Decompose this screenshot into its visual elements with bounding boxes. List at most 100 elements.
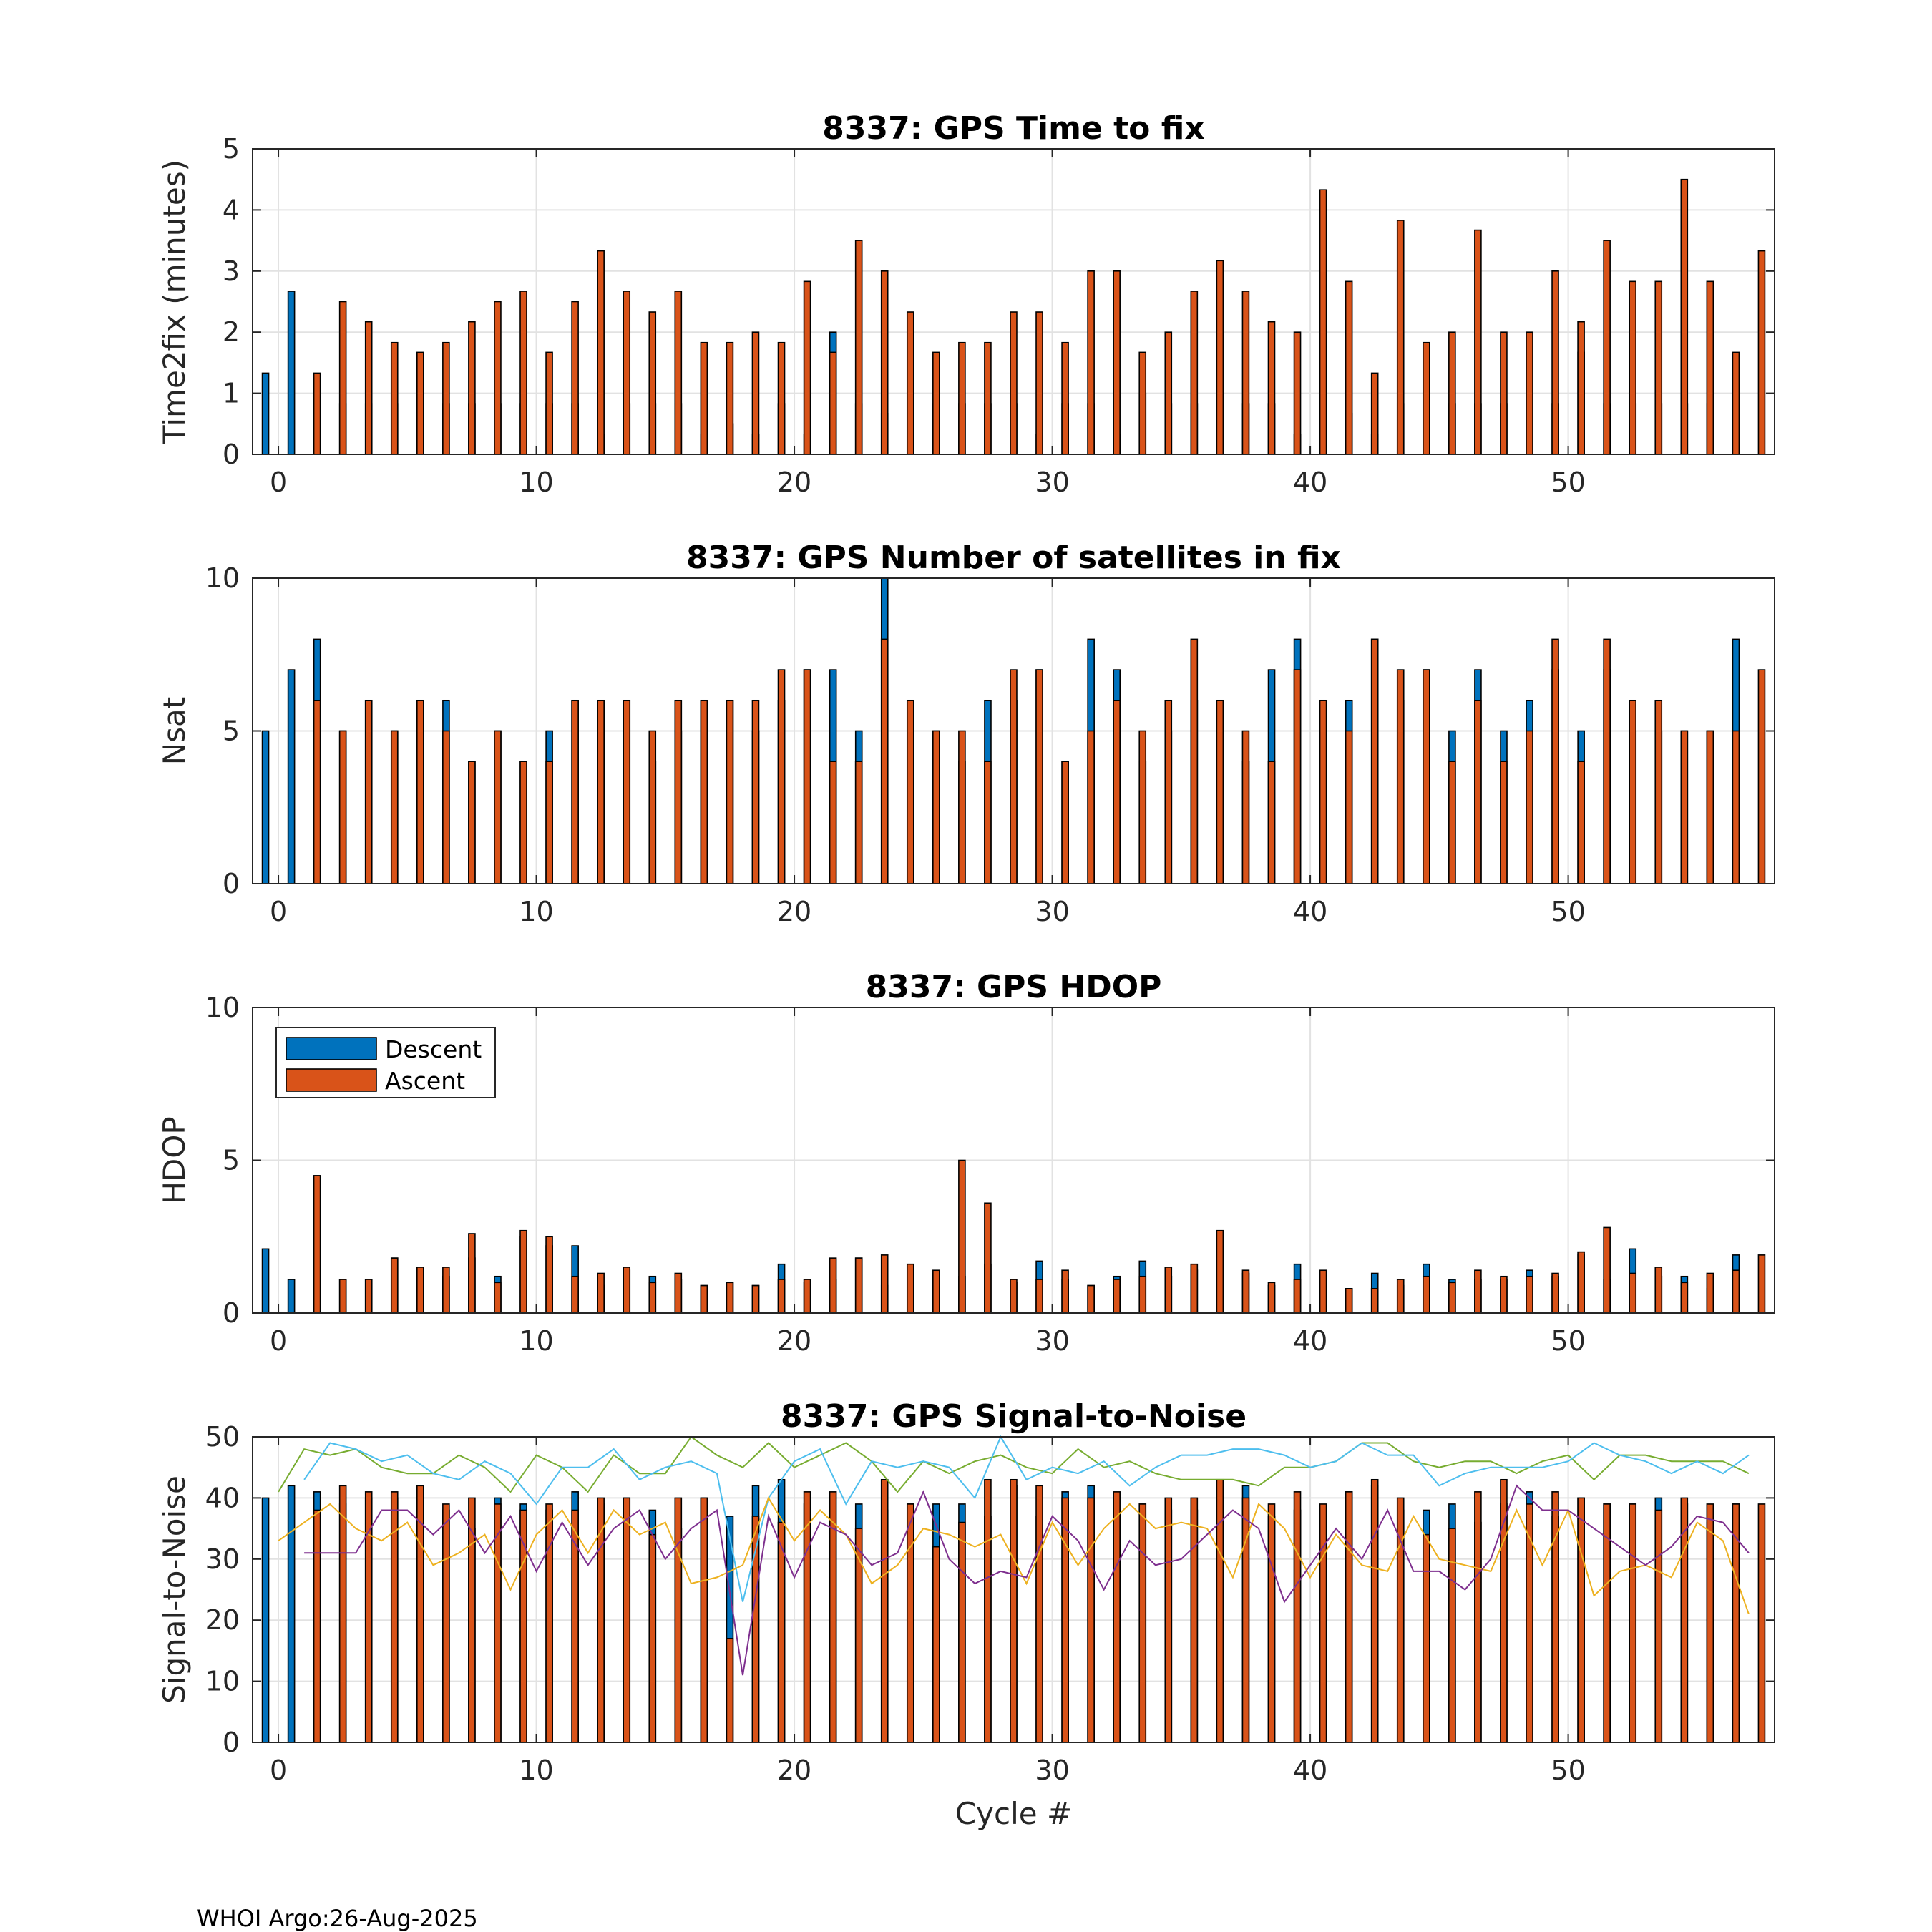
ascent-bar: [1138, 351, 1147, 455]
y-tick-label: 4: [223, 194, 240, 225]
ascent-bar: [958, 1159, 966, 1314]
ascent-bar: [1474, 699, 1482, 884]
ascent-bar: [648, 730, 657, 884]
x-tick-label: 10: [519, 1755, 553, 1786]
ascent-bar: [1035, 1279, 1043, 1314]
ascent-bar: [623, 699, 631, 884]
ascent-bar: [313, 699, 321, 884]
ascent-bar: [1216, 260, 1224, 455]
ascent-bar: [1293, 1491, 1302, 1743]
ascent-bar: [726, 1282, 734, 1314]
ascent-bar: [1190, 1263, 1199, 1314]
ascent-bar: [494, 1282, 502, 1314]
ascent-bar: [597, 699, 605, 884]
ascent-bar: [674, 291, 683, 455]
ascent-bar: [1396, 1279, 1405, 1314]
ascent-bar: [1087, 730, 1095, 884]
ascent-bar: [1010, 311, 1018, 455]
x-tick-label: 50: [1551, 1325, 1585, 1357]
ascent-bar: [1551, 1491, 1559, 1743]
ascent-bar: [494, 301, 502, 455]
ascent-bar: [984, 1478, 992, 1743]
ascent-bar: [1087, 270, 1095, 455]
chart-panel-2: 0 10 20 30 40 50 0 5 10 8337: GPS Number of satel…: [157, 540, 1775, 927]
ascent-bar: [1241, 1269, 1250, 1314]
x-tick-label: 0: [270, 1755, 287, 1786]
descent-bar: [261, 1497, 270, 1743]
ascent-bar: [1654, 1509, 1663, 1743]
y-tick-label: 5: [223, 1145, 240, 1176]
ascent-bar: [390, 341, 399, 455]
ascent-bar: [803, 1491, 811, 1743]
ascent-bar: [1474, 1491, 1482, 1743]
ascent-bar: [648, 311, 657, 455]
ascent-bar: [1448, 761, 1456, 884]
ascent-bar: [1216, 1229, 1224, 1314]
ascent-bar: [1551, 1272, 1559, 1314]
x-axis-label: Cycle #: [955, 1796, 1072, 1831]
axes-box: [252, 148, 1775, 455]
y-tick-label: 1: [223, 378, 240, 409]
ascent-bar: [803, 280, 811, 455]
ascent-bar: [751, 699, 760, 884]
ascent-bar: [1319, 1269, 1327, 1314]
ascent-bar: [777, 1279, 786, 1314]
ascent-bar: [519, 291, 527, 455]
ascent-bar: [623, 1497, 631, 1743]
ascent-bar: [984, 1202, 992, 1314]
x-tick-label: 40: [1293, 1755, 1327, 1786]
ascent-bar: [597, 250, 605, 455]
ascent-bar: [1010, 1478, 1018, 1743]
ascent-bar: [1113, 699, 1121, 884]
ascent-bar: [1448, 1282, 1456, 1314]
ascent-bar: [777, 1521, 786, 1743]
chart-panel-3: 0 10 20 30 40 50 0 5 10 8337: GPS HDOP HDOP Descent…: [157, 969, 1775, 1357]
ascent-bar: [1680, 1282, 1689, 1314]
ascent-bar: [854, 1257, 863, 1314]
ascent-bar: [468, 321, 476, 455]
ascent-bar: [1113, 1279, 1121, 1314]
ascent-bar: [494, 1503, 502, 1743]
ascent-bar: [1603, 1226, 1611, 1314]
ascent-bar: [338, 1485, 347, 1743]
ascent-bar: [468, 1233, 476, 1314]
ascent-bar: [1448, 1528, 1456, 1743]
ascent-bar: [468, 761, 476, 884]
ascent-bar: [1706, 1503, 1714, 1743]
ascent-bar: [338, 301, 347, 455]
y-tick-label: 0: [223, 1297, 240, 1329]
ascent-bar: [1345, 1491, 1353, 1743]
x-tick-label: 40: [1293, 467, 1327, 498]
ascent-bar: [854, 1528, 863, 1743]
ascent-bar: [829, 1257, 837, 1314]
ascent-bar: [803, 1279, 811, 1314]
ascent-bar: [1293, 331, 1302, 455]
legend-ascent-label: Ascent: [385, 1067, 465, 1095]
x-tick-label: 50: [1551, 467, 1585, 498]
ascent-bar: [1267, 321, 1276, 455]
ascent-bar: [442, 1503, 450, 1743]
ascent-bar: [1061, 341, 1069, 455]
ascent-bar: [1138, 1275, 1147, 1314]
ascent-bar: [1319, 1503, 1327, 1743]
ascent-bar: [648, 1533, 657, 1743]
ascent-bar: [1164, 1497, 1173, 1743]
chart-title: 8337: GPS Number of satellites in fix: [686, 540, 1341, 576]
ascent-bar: [1370, 372, 1379, 455]
y-tick-label: 10: [205, 992, 240, 1023]
y-tick-label: 10: [205, 1666, 240, 1697]
descent-bar: [287, 1485, 296, 1743]
descent-bar: [287, 1279, 296, 1314]
ascent-bar: [1474, 229, 1482, 455]
ascent-bar: [726, 1638, 734, 1743]
ascent-bar: [1216, 699, 1224, 884]
ascent-bar: [1164, 1267, 1173, 1314]
ascent-bar: [829, 351, 837, 455]
x-tick-label: 50: [1551, 1755, 1585, 1786]
ascent-bar: [880, 638, 889, 884]
x-tick-label: 10: [519, 467, 553, 498]
legend: Descent Ascent: [275, 1027, 496, 1098]
ascent-bar: [545, 1503, 553, 1743]
ascent-bar: [1293, 1279, 1302, 1314]
